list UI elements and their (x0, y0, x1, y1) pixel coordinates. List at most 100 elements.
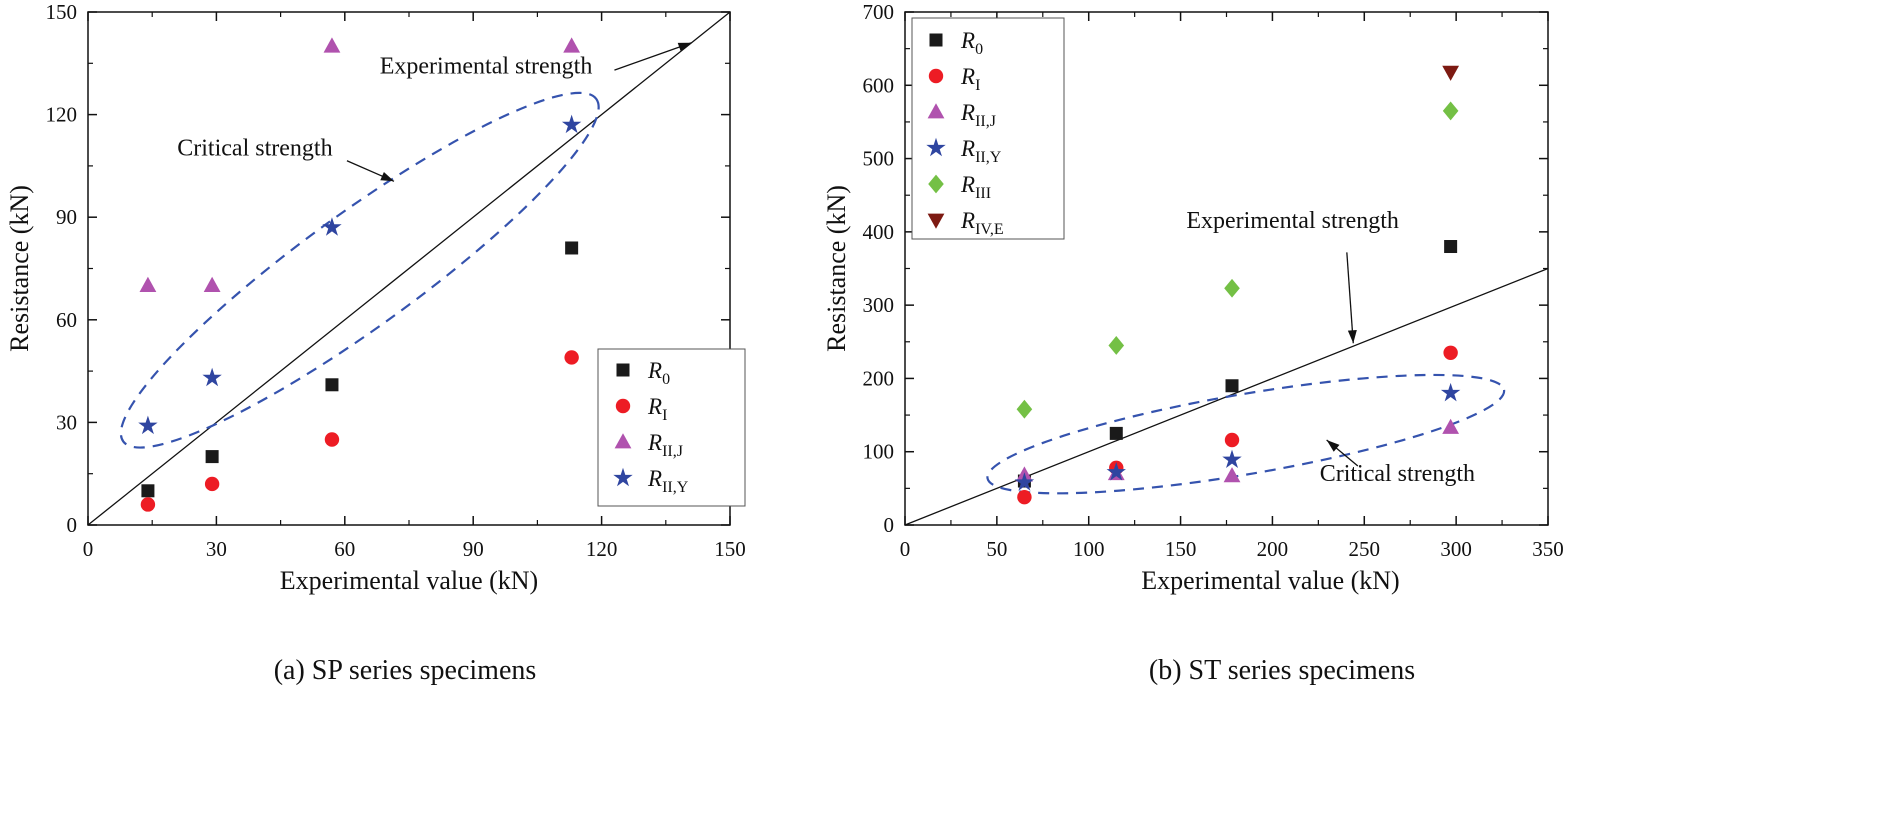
reference-line (87, 11, 731, 526)
y-tick-label: 100 (863, 440, 895, 464)
marker-triangle-up (927, 103, 945, 119)
y-axis-label: Resistance (kN) (5, 185, 34, 352)
marker-diamond (1442, 101, 1459, 121)
x-tick-label: 60 (334, 537, 355, 561)
x-tick-label: 100 (1073, 537, 1105, 561)
x-tick-label: 90 (463, 537, 484, 561)
marker-circle (615, 398, 631, 414)
marker-square (929, 33, 943, 47)
annotation-text: Critical strength (177, 136, 332, 162)
x-tick-label: 150 (1165, 537, 1197, 561)
legend: R0 RI RII,J RII,Y RIII RIV,E (911, 17, 1065, 240)
x-tick-label: 200 (1257, 537, 1289, 561)
legend-label: RIV,E (960, 208, 1004, 238)
series-RIIJ (139, 37, 581, 292)
y-tick-label: 200 (863, 366, 895, 390)
marker-triangle-down (1442, 65, 1460, 81)
marker-star (138, 415, 158, 435)
marker-triangle-up (563, 37, 581, 53)
series-RIVE (1442, 65, 1460, 81)
x-tick-label: 250 (1349, 537, 1381, 561)
annotation-arrow (1346, 252, 1354, 344)
marker-square (565, 241, 579, 255)
x-tick-label: 30 (206, 537, 227, 561)
series-RIIY (138, 114, 582, 435)
marker-circle (1224, 432, 1240, 448)
x-tick-label: 120 (586, 537, 618, 561)
annotation-experimental-strength: Experimental strength (380, 42, 692, 80)
legend-label: RI (960, 64, 980, 94)
series-RI (140, 350, 579, 512)
marker-diamond (1108, 336, 1125, 355)
annotation-critical-strength: Critical strength (1320, 439, 1475, 487)
marker-star (561, 114, 582, 134)
y-tick-label: 600 (863, 73, 895, 97)
marker-star (1106, 462, 1126, 481)
arrowhead (380, 171, 395, 182)
legend-box (911, 17, 1065, 240)
y-tick-label: 150 (46, 0, 78, 24)
legend-label: RII,J (960, 100, 996, 130)
marker-triangle-up (139, 276, 157, 292)
arrowhead (1347, 329, 1357, 344)
x-tick-label: 300 (1440, 537, 1472, 561)
x-tick-label: 0 (900, 537, 911, 561)
marker-circle (140, 497, 156, 512)
marker-diamond (1224, 278, 1240, 298)
marker-square (141, 484, 155, 498)
series-RIII (1016, 101, 1459, 419)
caption-panel-a: (a) SP series specimens (273, 655, 537, 686)
y-tick-label: 500 (863, 147, 895, 171)
series-R0 (1017, 240, 1458, 488)
y-tick-label: 30 (56, 410, 77, 434)
marker-circle (204, 476, 220, 492)
arrowhead (677, 42, 692, 52)
chart-b-st-series: 0 50 100 150 200 250 300 350 0 100 200 300 400 500 600… (822, 0, 1564, 595)
y-tick-label: 700 (863, 0, 895, 24)
marker-triangle-up (614, 433, 632, 449)
marker-circle (564, 350, 579, 365)
legend: R0 RI RII,J RII,Y (597, 348, 746, 507)
y-axis-label: Resistance (kN) (822, 185, 851, 352)
chart-a-sp-series: 0 30 60 90 120 150 0 30 60 90 120 150 Experimental v… (5, 0, 746, 595)
marker-star (322, 217, 342, 236)
marker-triangle-up (1442, 418, 1460, 434)
marker-square (325, 378, 339, 392)
series-RIIY (1014, 382, 1461, 491)
legend-label: R0 (647, 358, 670, 388)
y-tick-label: 300 (863, 293, 895, 317)
x-tick-label: 350 (1532, 537, 1564, 561)
marker-diamond (1016, 399, 1033, 419)
marker-star (1014, 472, 1035, 491)
marker-square (616, 363, 630, 377)
legend-label: R0 (960, 28, 983, 58)
y-tick-label: 60 (56, 308, 77, 332)
arrowhead (1326, 439, 1340, 452)
critical-strength-ellipse (986, 373, 1506, 495)
marker-star (926, 137, 946, 157)
x-tick-label: 50 (986, 537, 1007, 561)
axis-ticks: 0 30 60 90 120 150 0 30 60 90 120 150 (46, 0, 746, 561)
x-tick-label: 150 (714, 537, 746, 561)
legend-label: RII,Y (960, 136, 1002, 166)
legend-label: RII,J (647, 430, 683, 460)
annotation-experimental-strength: Experimental strength (1186, 208, 1399, 344)
annotation-critical-strength: Critical strength (177, 136, 395, 182)
y-tick-label: 120 (46, 103, 78, 127)
marker-star (613, 467, 633, 487)
marker-square (1444, 240, 1458, 254)
marker-circle (324, 432, 340, 447)
legend-label: RII,Y (647, 466, 689, 496)
marker-triangle-up (1223, 467, 1241, 483)
x-axis-label: Experimental value (kN) (1141, 566, 1399, 595)
critical-strength-ellipse (119, 91, 600, 449)
marker-square (1225, 379, 1239, 393)
marker-triangle-down (927, 213, 945, 229)
marker-square (205, 450, 219, 464)
legend-label: RI (647, 394, 667, 424)
annotation-text: Critical strength (1320, 461, 1475, 487)
x-axis-label: Experimental value (kN) (280, 566, 538, 595)
x-tick-label: 0 (83, 537, 94, 561)
annotation-arrow (614, 42, 692, 71)
